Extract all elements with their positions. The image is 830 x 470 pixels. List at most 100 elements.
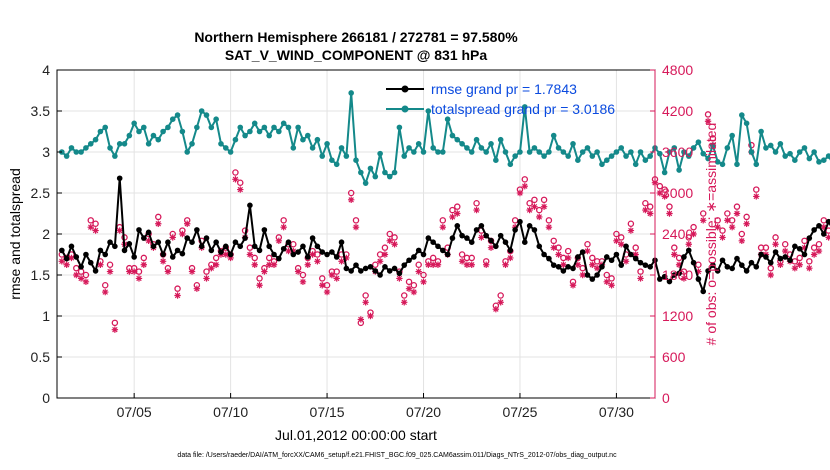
rmse-point <box>348 268 354 274</box>
totalspread-point <box>603 157 610 163</box>
rmse-point <box>555 264 562 270</box>
obs-assimilated-point <box>193 285 201 292</box>
rmse-point <box>324 251 330 258</box>
totalspread-point <box>502 149 509 155</box>
totalspread-point <box>478 145 485 151</box>
totalspread-point <box>145 141 152 147</box>
obs-assimilated-point <box>497 299 504 306</box>
totalspread-point <box>271 124 277 131</box>
rmse-point <box>145 229 152 236</box>
totalspread-point <box>440 149 446 155</box>
rmse-point <box>666 278 673 285</box>
rmse-point <box>710 262 716 268</box>
obs-possible-point <box>603 271 611 279</box>
obs-assimilated-point <box>801 244 808 251</box>
obs-assimilated-point <box>265 261 273 268</box>
rmse-point <box>440 247 446 254</box>
rmse-point <box>541 251 547 258</box>
obs-assimilated-point <box>222 251 229 258</box>
totalspread-point <box>777 141 784 147</box>
rmse-point <box>526 223 533 229</box>
totalspread-point <box>806 155 813 162</box>
rmse-point <box>213 239 219 245</box>
obs-assimilated-point <box>73 271 80 279</box>
totalspread-point <box>570 141 576 147</box>
x-axis-label: Jul.01,2012 00:00:00 start <box>275 427 437 443</box>
rmse-point <box>358 268 364 274</box>
totalspread-point <box>632 161 639 168</box>
obs-assimilated-point <box>603 278 610 286</box>
rmse-point <box>319 249 326 255</box>
totalspread-point <box>536 149 543 155</box>
y-left-tick-label: 0.5 <box>31 349 51 365</box>
totalspread-point <box>290 145 297 151</box>
rmse-point <box>251 243 258 250</box>
totalspread-point <box>396 124 403 131</box>
obs-assimilated-point <box>593 264 601 272</box>
totalspread-point <box>589 153 596 159</box>
obs-possible-point <box>280 217 287 224</box>
rmse-point <box>739 262 745 268</box>
totalspread-point <box>531 145 538 151</box>
rmse-point <box>468 239 475 245</box>
totalspread-point <box>493 157 499 163</box>
totalspread-point <box>801 145 808 151</box>
rmse-point <box>603 254 610 260</box>
obs-assimilated-point <box>675 261 683 268</box>
obs-assimilated-point <box>555 251 562 258</box>
obs-assimilated-point <box>589 261 596 268</box>
rmse-point <box>483 232 490 239</box>
obs-assimilated-point <box>227 254 234 262</box>
obs-assimilated-point <box>560 261 567 268</box>
rmse-point <box>367 264 374 270</box>
obs-assimilated-point <box>333 275 340 282</box>
rmse-point <box>782 254 789 260</box>
obs-possible-point <box>685 234 693 241</box>
obs-possible-point <box>796 254 803 262</box>
totalspread-point <box>232 136 239 143</box>
rmse-point <box>444 251 451 258</box>
totalspread-point <box>512 153 518 159</box>
obs-assimilated-point <box>328 271 336 279</box>
obs-assimilated-point <box>613 237 620 245</box>
totalspread-series-line <box>61 92 830 185</box>
obs-possible-point <box>627 220 635 227</box>
rmse-point <box>78 264 84 270</box>
totalspread-point <box>792 157 798 163</box>
rmse-point <box>112 243 118 250</box>
rmse-point <box>512 227 518 233</box>
totalspread-point <box>661 169 668 176</box>
rmse-point <box>295 249 301 255</box>
obs-assimilated-point <box>97 261 104 268</box>
obs-assimilated-point <box>458 258 466 265</box>
line-layer <box>59 90 830 295</box>
obs-assimilated-point <box>381 251 389 258</box>
rmse-point <box>517 218 523 225</box>
totalspread-point <box>599 161 605 168</box>
totalspread-point <box>526 149 533 155</box>
totalspread-point <box>174 112 181 118</box>
rmse-point <box>198 243 205 250</box>
y-right-tick-label: 4200 <box>662 103 693 119</box>
totalspread-point <box>430 145 436 151</box>
totalspread-point <box>468 149 475 155</box>
y-left-tick-label: 1.5 <box>31 267 51 283</box>
rmse-point <box>203 235 210 241</box>
obs-possible-point <box>738 230 746 238</box>
legend-label-rmse: rmse grand pr = 1.7843 <box>431 81 577 97</box>
obs-assimilated-point <box>92 227 99 234</box>
obs-assimilated-point <box>646 210 654 217</box>
obs-possible-point <box>743 213 750 221</box>
obs-assimilated-point <box>77 275 85 282</box>
totalspread-point <box>729 132 735 139</box>
obs-assimilated-point <box>164 268 172 275</box>
rmse-point <box>705 268 711 274</box>
obs-possible-point <box>815 240 823 248</box>
totalspread-point <box>121 141 128 147</box>
y-right-tick-label: 2400 <box>662 226 693 242</box>
obs-assimilated-point <box>415 268 422 275</box>
obs-assimilated-point <box>473 206 480 214</box>
totalspread-point <box>126 132 133 139</box>
totalspread-point <box>666 149 673 155</box>
rmse-point <box>690 259 697 266</box>
